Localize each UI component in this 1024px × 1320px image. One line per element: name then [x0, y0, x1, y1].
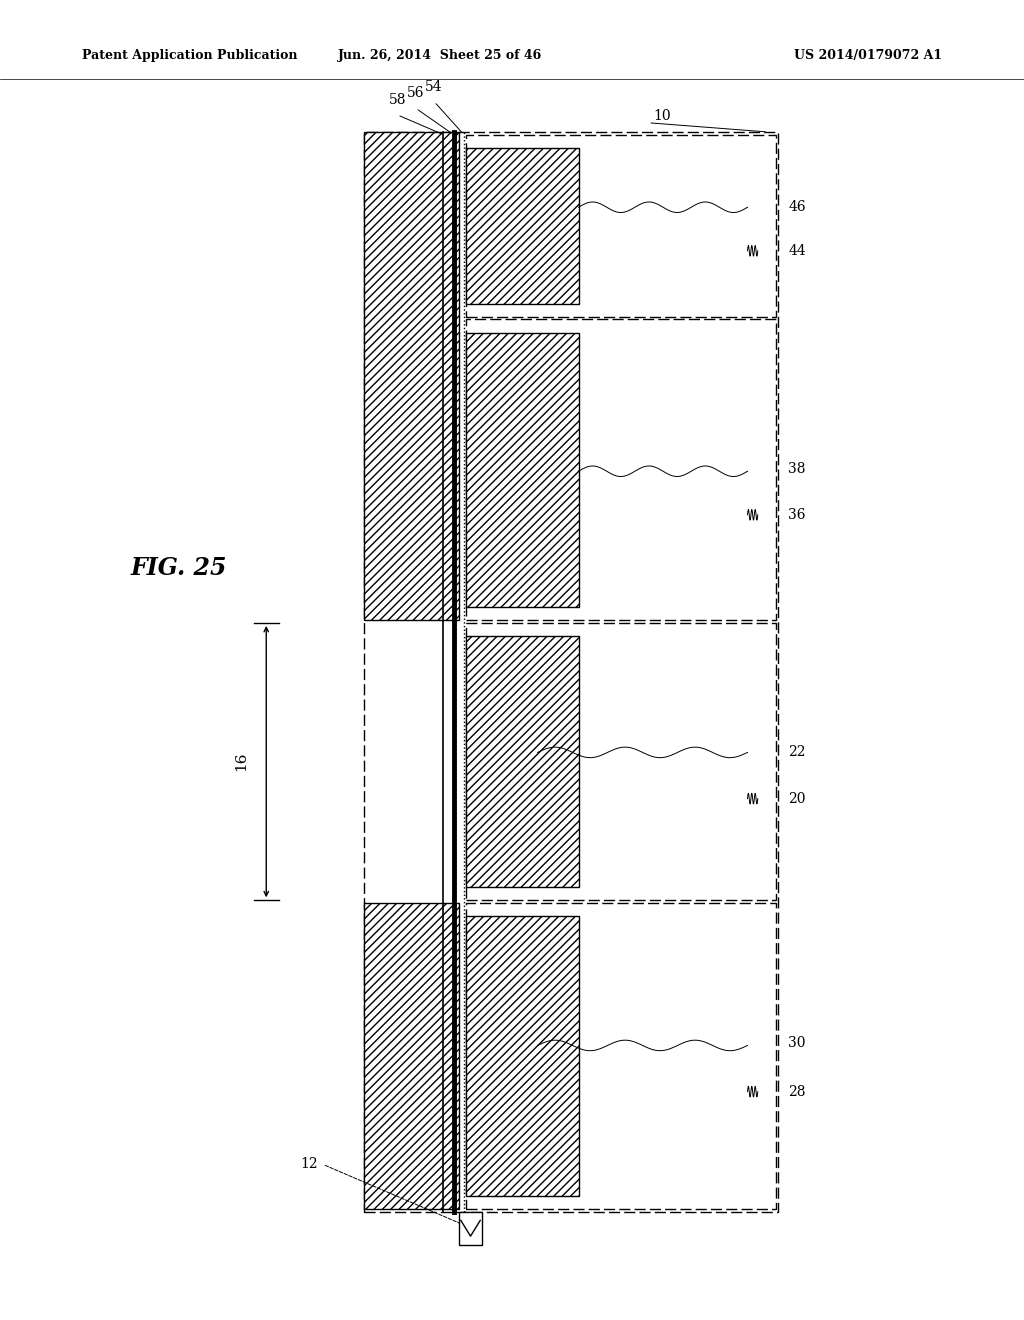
Bar — [364, 132, 459, 620]
Text: 38: 38 — [788, 462, 806, 475]
Text: 36: 36 — [788, 508, 806, 521]
Text: FIG. 25: FIG. 25 — [131, 556, 227, 579]
Text: 20: 20 — [788, 792, 806, 805]
Bar — [466, 148, 579, 304]
Bar — [466, 636, 579, 887]
Text: US 2014/0179072 A1: US 2014/0179072 A1 — [794, 49, 942, 62]
Text: 12: 12 — [300, 1158, 317, 1171]
Bar — [466, 319, 776, 620]
Bar — [364, 903, 459, 1209]
Text: 44: 44 — [788, 244, 806, 257]
Bar — [466, 903, 776, 1209]
Text: Patent Application Publication: Patent Application Publication — [82, 49, 297, 62]
Text: 10: 10 — [653, 110, 671, 123]
Bar — [466, 623, 776, 900]
Text: 22: 22 — [788, 746, 806, 759]
Text: Jun. 26, 2014  Sheet 25 of 46: Jun. 26, 2014 Sheet 25 of 46 — [338, 49, 543, 62]
Text: 54: 54 — [425, 79, 443, 94]
Bar — [466, 333, 579, 607]
Bar — [459, 1212, 482, 1245]
Text: 56: 56 — [407, 86, 425, 100]
Text: 58: 58 — [388, 92, 407, 107]
Bar — [466, 135, 776, 317]
Text: 46: 46 — [788, 201, 806, 214]
Bar — [364, 132, 778, 1212]
Bar — [466, 916, 579, 1196]
Text: 30: 30 — [788, 1036, 806, 1049]
Text: 28: 28 — [788, 1085, 806, 1098]
Text: 16: 16 — [233, 752, 248, 771]
